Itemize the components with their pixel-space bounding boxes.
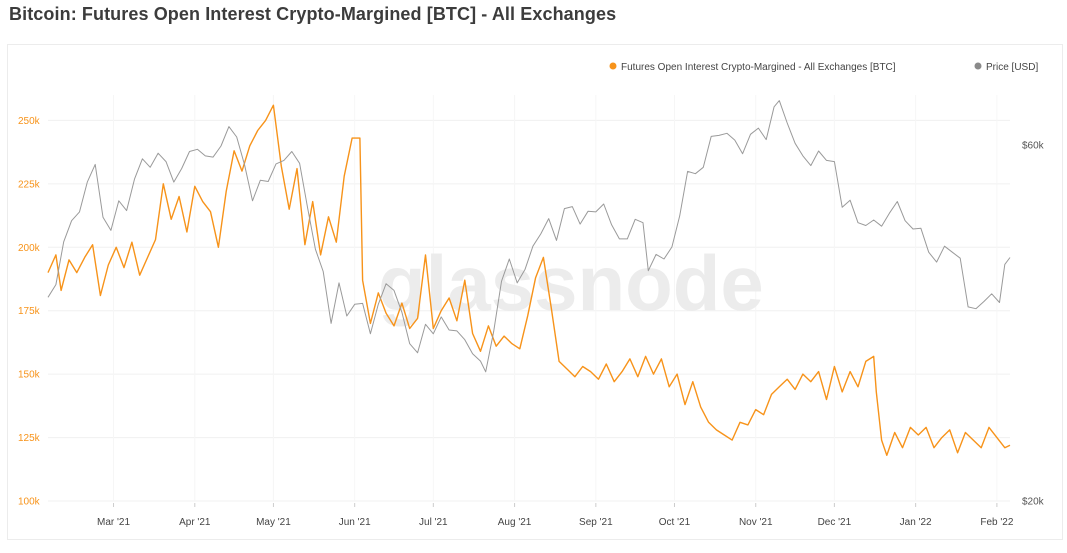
y-right-tick-label: $60k [1022, 140, 1045, 151]
x-tick-label: Mar '21 [97, 517, 130, 528]
legend-swatch-price [974, 62, 982, 70]
series-layer [47, 100, 1011, 456]
x-tick-label: Jun '21 [339, 517, 371, 528]
x-tick-label: May '21 [256, 517, 291, 528]
x-tick-label: Jan '22 [900, 517, 932, 528]
legend-label-oi: Futures Open Interest Crypto-Margined - … [621, 62, 896, 73]
legend-label-price: Price [USD] [986, 62, 1038, 73]
y-left-tick-label: 250k [18, 116, 41, 127]
y-left-tick-label: 225k [18, 179, 41, 190]
x-tick-label: Jul '21 [419, 517, 448, 528]
x-tick-label: Sep '21 [579, 517, 613, 528]
y-left-tick-label: 200k [18, 243, 41, 254]
watermark-logo: glassnode [378, 239, 764, 327]
grid-lines [48, 95, 1010, 507]
chart-svg[interactable]: glassnode 100k 125k 150k 175k 200k 225k 250k $2… [8, 45, 1062, 539]
y-left-tick-label: 125k [18, 433, 41, 444]
chart-frame: glassnode 100k 125k 150k 175k 200k 225k 250k $2… [7, 44, 1063, 540]
legend[interactable]: Futures Open Interest Crypto-Margined - … [609, 62, 1039, 73]
x-tick-label: Oct '21 [659, 517, 691, 528]
x-tick-label: Apr '21 [179, 517, 211, 528]
legend-item-price[interactable]: Price [USD] [974, 62, 1039, 73]
y-left-tick-label: 175k [18, 306, 41, 317]
x-tick-label: Aug '21 [498, 517, 532, 528]
page-title: Bitcoin: Futures Open Interest Crypto-Ma… [9, 4, 617, 24]
series-line-open-interest [47, 104, 1011, 456]
y-right-tick-label: $20k [1022, 497, 1045, 508]
axis-labels: 100k 125k 150k 175k 200k 225k 250k $20k $60k Mar … [18, 116, 1045, 528]
x-tick-label: Dec '21 [818, 517, 852, 528]
legend-swatch-oi [609, 62, 617, 70]
x-tick-label: Nov '21 [739, 517, 773, 528]
x-tick-label: Feb '22 [980, 517, 1013, 528]
y-left-tick-label: 150k [18, 370, 41, 381]
legend-item-oi[interactable]: Futures Open Interest Crypto-Margined - … [609, 62, 896, 73]
series-line-price [47, 100, 1011, 373]
y-left-tick-label: 100k [18, 497, 41, 508]
